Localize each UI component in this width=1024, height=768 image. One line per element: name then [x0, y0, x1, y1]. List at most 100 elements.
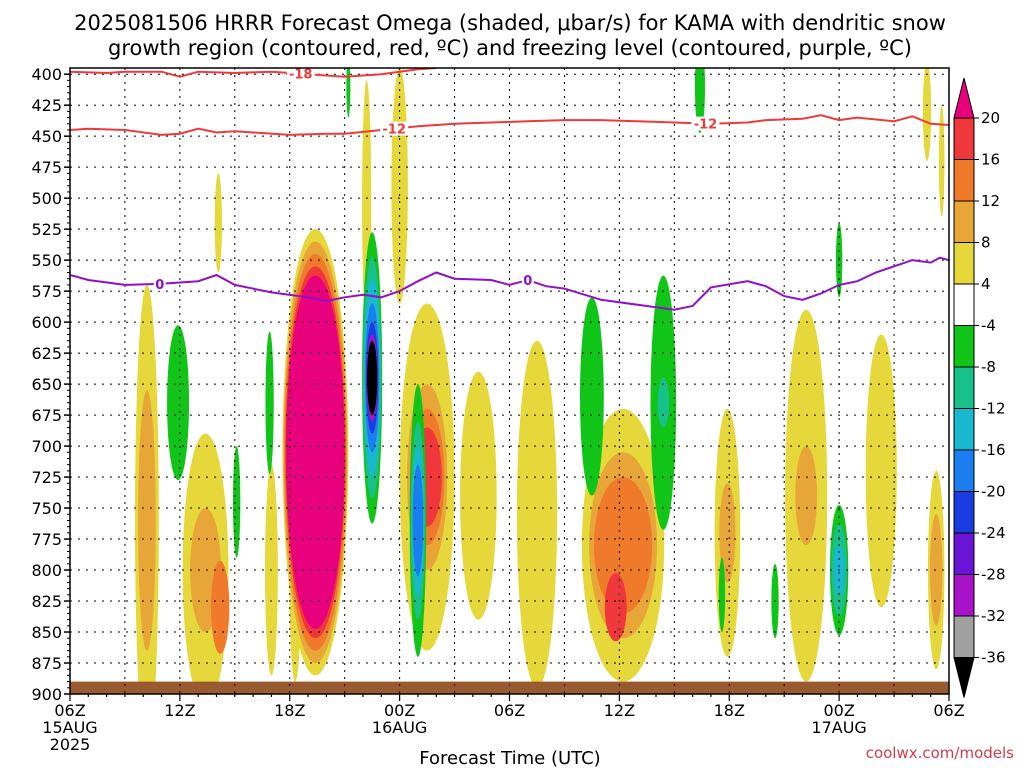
omega-blob	[938, 105, 945, 217]
colorbar-tick-label: -12	[981, 400, 1006, 418]
omega-blob	[719, 483, 736, 583]
colorbar-swatch	[953, 532, 975, 575]
x-tick-label: 18Z	[714, 701, 745, 720]
y-tick-label: 850	[31, 623, 62, 642]
omega-blob	[604, 573, 627, 642]
omega-blob	[346, 68, 351, 118]
colorbar-tick-label: 8	[981, 234, 991, 252]
y-tick-label: 875	[31, 654, 62, 673]
y-tick-label: 575	[31, 282, 62, 301]
x-tick-label: 12Z	[604, 701, 635, 720]
x-tick-label: 00Z	[823, 701, 854, 720]
omega-blob	[232, 446, 241, 558]
red-contour-label-bg	[691, 116, 720, 131]
y-tick-label: 800	[31, 561, 62, 580]
y-tick-label: 900	[31, 685, 62, 704]
colorbar-swatch	[953, 325, 975, 368]
omega-shading	[135, 68, 945, 694]
x-tick-label: 16AUG	[372, 718, 427, 737]
omega-blob	[211, 560, 230, 654]
colorbar-tick-label: -24	[981, 524, 1006, 542]
y-axis: 400 425 450 475 500 525 550 575 600 625 650 675 700 7…	[31, 65, 70, 704]
x-tick-label: 06Z	[494, 701, 525, 720]
y-tick-label: 500	[31, 189, 62, 208]
red-contour-label: -12	[382, 123, 406, 138]
colorbar-tick-label: 4	[981, 275, 991, 293]
colorbar-swatch	[953, 449, 975, 492]
x-tick-label: 2025	[50, 735, 91, 754]
colorbar-swatch	[953, 408, 975, 451]
x-tick-label: 17AUG	[811, 718, 866, 737]
purple-contour-label-bg	[153, 276, 166, 291]
red-contour-label-bg	[380, 121, 409, 136]
purple-contour-line	[70, 256, 949, 311]
omega-blob	[922, 68, 932, 161]
red-contour-line	[70, 114, 949, 136]
colorbar-tick-label: -20	[981, 483, 1006, 501]
colorbar-swatch	[953, 242, 975, 285]
colorbar-tick-label: 16	[981, 151, 1000, 169]
colorbar-swatch	[953, 491, 975, 534]
omega-blob	[593, 477, 653, 614]
omega-blob	[412, 464, 424, 577]
colorbar-tick-label: -8	[981, 358, 996, 376]
colorbar-swatch	[953, 159, 975, 202]
red-contour-line	[70, 68, 437, 78]
x-tick-label: 06Z	[54, 701, 85, 720]
omega-blob	[795, 446, 818, 546]
red-contour-label: -18	[289, 68, 313, 83]
colorbar-swatch	[953, 574, 975, 617]
y-tick-label: 625	[31, 344, 62, 363]
colorbar-tick-label: -36	[981, 649, 1006, 667]
colorbar-swatch	[953, 117, 975, 160]
y-tick-label: 750	[31, 499, 62, 518]
x-tick-label: 00Z	[384, 701, 415, 720]
omega-blob	[516, 340, 558, 688]
omega-blob	[214, 173, 222, 273]
colorbar: 20 16 12 8 4 -4 -8 -12 -16 -20 -24 -28 -32 -36	[953, 77, 1006, 698]
omega-blob	[138, 390, 156, 651]
omega-blob	[657, 377, 669, 428]
x-axis-label: Forecast Time (UTC)	[419, 748, 600, 768]
x-tick-label: 18Z	[274, 701, 305, 720]
omega-blob	[286, 275, 345, 629]
y-tick-label: 650	[31, 375, 62, 394]
red-contour-label: -12	[694, 118, 718, 133]
colorbar-tick-label: -32	[981, 607, 1006, 625]
y-tick-label: 425	[31, 96, 62, 115]
y-tick-label: 550	[31, 251, 62, 270]
y-tick-label: 825	[31, 592, 62, 611]
omega-blob	[580, 297, 604, 496]
y-tick-label: 775	[31, 530, 62, 549]
colorbar-swatch	[953, 283, 975, 326]
y-tick-label: 725	[31, 468, 62, 487]
credit-text: coolwx.com/models	[866, 744, 1014, 762]
y-tick-label: 600	[31, 313, 62, 332]
purple-contour-label-bg	[521, 272, 534, 287]
x-tick-label: 15AUG	[42, 718, 97, 737]
colorbar-tick-label: -4	[981, 317, 996, 335]
y-tick-label: 525	[31, 220, 62, 239]
y-tick-label: 400	[31, 65, 62, 84]
colorbar-tick-label: -28	[981, 566, 1006, 584]
colorbar-cap-top	[953, 77, 975, 119]
omega-blob	[718, 557, 726, 633]
omega-blob	[367, 340, 378, 416]
purple-contour-label: 0	[155, 278, 164, 293]
x-tick-label: 12Z	[164, 701, 195, 720]
y-tick-label: 450	[31, 127, 62, 146]
temperature-contours: -18 -12 -12 0 0	[70, 68, 949, 311]
colorbar-tick-label: 20	[981, 109, 1000, 127]
purple-contour-label: 0	[523, 274, 532, 289]
colorbar-swatch	[953, 200, 975, 243]
omega-blob	[167, 325, 190, 481]
colorbar-cap-bottom	[953, 657, 975, 698]
y-tick-label: 700	[31, 437, 62, 456]
omega-blob	[930, 514, 943, 626]
omega-blob	[460, 371, 497, 620]
chart-subtitle: growth region (contoured, red, ºC) and f…	[108, 36, 912, 60]
red-contour-label-bg	[286, 68, 315, 81]
y-tick-label: 475	[31, 158, 62, 177]
colorbar-tick-label: 12	[981, 192, 1000, 210]
